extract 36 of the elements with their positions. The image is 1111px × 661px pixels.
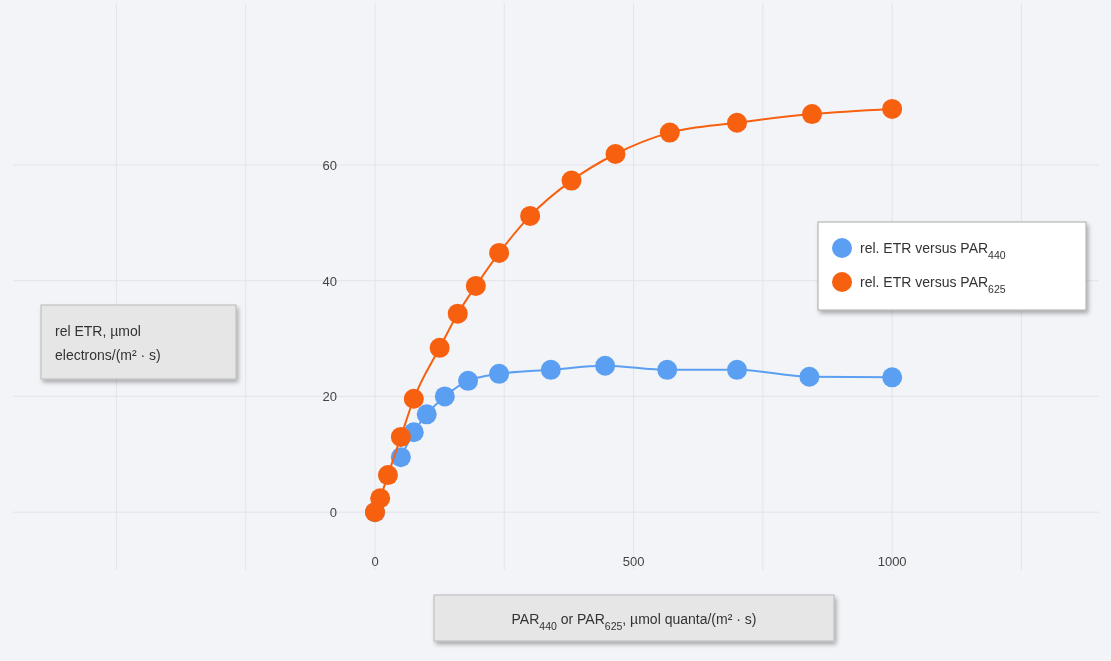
point [727, 359, 747, 380]
point [434, 386, 455, 407]
legend-label: rel. ETR versus PAR$_{440}$ [860, 240, 1006, 261]
x-tick-label: 500 [622, 554, 645, 569]
point [520, 205, 541, 226]
point [403, 388, 424, 409]
y-tick-label: 40 [322, 273, 337, 289]
point [882, 367, 903, 388]
point [465, 275, 486, 296]
point [377, 465, 398, 486]
point [727, 112, 747, 133]
x-tick-label: 1000 [877, 554, 907, 569]
point [458, 370, 479, 391]
point [370, 488, 391, 509]
point [489, 242, 510, 263]
point [799, 366, 820, 387]
y-tick-label: 0 [329, 505, 337, 521]
y-axis-title: rel ETR, µmol electrons/(m² · s) [55, 323, 161, 363]
point [657, 359, 678, 380]
point [561, 170, 582, 191]
y-tick-label: 20 [322, 389, 337, 405]
point [429, 337, 450, 358]
legend-label: rel. ETR versus PAR$_{625}$ [860, 274, 1006, 295]
point [390, 426, 411, 447]
point [447, 303, 468, 324]
point [540, 359, 561, 380]
x-tick-label: 0 [371, 554, 379, 569]
point [659, 122, 680, 143]
point [605, 144, 626, 165]
y-tick-label: 60 [322, 158, 337, 173]
point [595, 355, 616, 376]
point [801, 104, 822, 125]
point [489, 363, 510, 384]
x-axis-title: PAR$_{440}$ or PAR$_{625}$, µmol quanta/(m² · s) [511, 611, 757, 632]
point [882, 98, 903, 119]
point [416, 404, 437, 425]
